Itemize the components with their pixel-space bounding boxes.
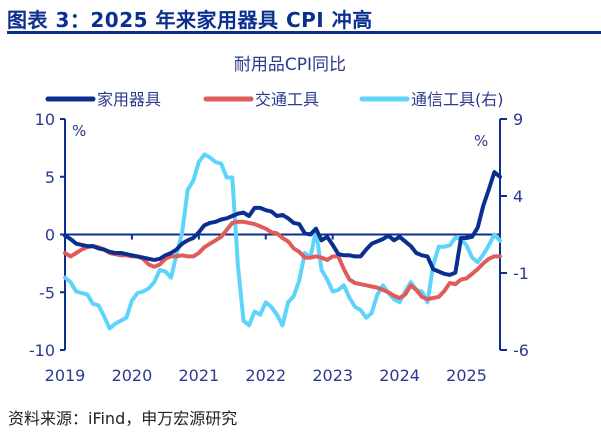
legend-label: 家用器具: [97, 90, 161, 109]
right-tick-label: -6: [513, 341, 529, 360]
left-tick-label: 0: [45, 226, 55, 245]
legend-label: 交通工具: [255, 90, 319, 109]
source-note: 资料来源：iFind，申万宏源研究: [8, 409, 238, 428]
left-unit-label: %: [72, 122, 86, 140]
left-tick-label: -5: [39, 283, 55, 302]
legend: 家用器具 交通工具 通信工具(右): [45, 90, 504, 109]
title-underline: [7, 31, 601, 34]
figure-title: 图表 3：2025 年来家用器具 CPI 冲高: [7, 8, 373, 32]
x-tick-label: 2022: [245, 366, 286, 385]
left-tick-label: 10: [35, 110, 55, 129]
left-tick-label: 5: [45, 168, 55, 187]
right-tick-label: 9: [513, 110, 523, 129]
left-tick-label: -10: [29, 341, 55, 360]
axes: 10 5 0 -5 -10% 9 4 -1 -6% 2019 2020 2021 2022 2023 202…: [29, 110, 529, 385]
right-tick-label: -1: [513, 264, 529, 283]
x-tick-label: 2023: [312, 366, 353, 385]
legend-label: 通信工具(右): [411, 90, 504, 109]
right-unit-label: %: [474, 132, 488, 150]
x-tick-label: 2025: [446, 366, 487, 385]
series-line-1: [63, 170, 502, 277]
x-tick-label: 2020: [112, 366, 153, 385]
line-chart: 耐用品CPI同比 家用器具 交通工具 通信工具(右) 10 5 0 -5 -10% 9 4 -1 -…: [29, 55, 529, 385]
right-tick-label: 4: [513, 187, 523, 206]
x-tick-label: 2024: [379, 366, 420, 385]
series-line-3: [63, 152, 502, 331]
x-tick-label: 2021: [178, 366, 219, 385]
x-tick-label: 2019: [45, 366, 86, 385]
series-lines: [63, 152, 502, 331]
chart-title: 耐用品CPI同比: [234, 55, 346, 75]
